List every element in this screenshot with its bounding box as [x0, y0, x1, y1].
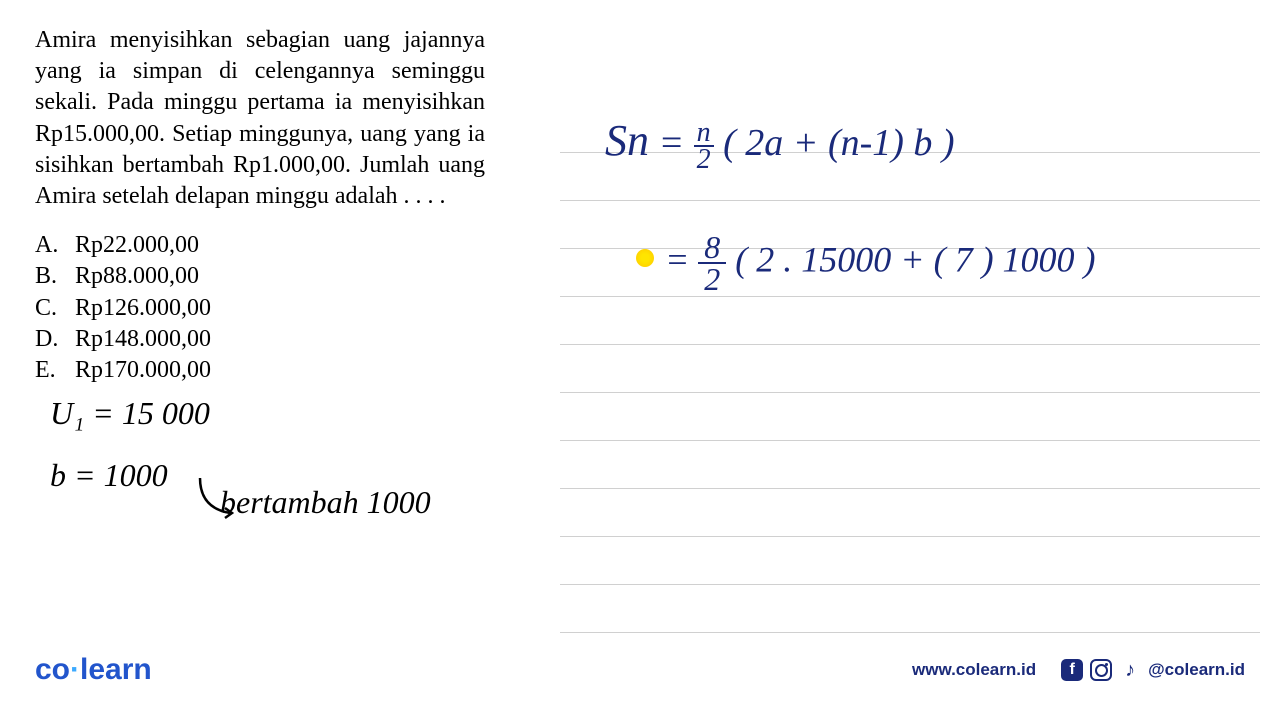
- option-text: Rp88.000,00: [75, 261, 199, 292]
- option-d: D. Rp148.000,00: [35, 324, 485, 355]
- ruled-line: [560, 345, 1260, 393]
- option-b: B. Rp88.000,00: [35, 261, 485, 292]
- fraction-icon: 8 2: [698, 232, 726, 295]
- option-text: Rp126.000,00: [75, 293, 211, 324]
- formula-eq: =: [665, 240, 698, 280]
- option-letter: C.: [35, 293, 75, 324]
- frac-den: 2: [698, 264, 726, 294]
- hw-var: b: [50, 457, 66, 493]
- option-text: Rp148.000,00: [75, 324, 211, 355]
- frac-num: 8: [698, 232, 726, 264]
- handwriting-given: U₁ = 15 000 b = 1000 bertambah 1000: [50, 395, 431, 521]
- hw-val: = 15 000: [84, 395, 210, 431]
- logo-dot: ·: [70, 653, 80, 686]
- option-a: A. Rp22.000,00: [35, 230, 485, 261]
- options-list: A. Rp22.000,00 B. Rp88.000,00 C. Rp126.0…: [35, 230, 485, 386]
- website-link[interactable]: www.colearn.id: [912, 660, 1036, 680]
- hw-var: U₁: [50, 395, 84, 431]
- ruled-line: [560, 537, 1260, 585]
- ruled-line: [560, 585, 1260, 633]
- formula-substitution: = 8 2 ( 2 . 15000 + ( 7 ) 1000 ): [665, 232, 1096, 295]
- fraction-icon: n 2: [694, 120, 714, 172]
- hw-val: = 1000: [66, 457, 168, 493]
- ruled-line: [560, 489, 1260, 537]
- option-letter: B.: [35, 261, 75, 292]
- footer: co·learn www.colearn.id f ♪ @colearn.id: [0, 645, 1280, 695]
- arrow-icon: [190, 473, 250, 528]
- formula-rhs: ( 2 . 15000 + ( 7 ) 1000 ): [735, 240, 1095, 280]
- social-handle: @colearn.id: [1148, 660, 1245, 680]
- formula-rhs: ( 2a + (n-1) b ): [723, 122, 954, 164]
- option-letter: E.: [35, 355, 75, 386]
- ruled-line: [560, 441, 1260, 489]
- frac-num: n: [694, 120, 714, 147]
- ruled-line: [560, 297, 1260, 345]
- logo-co: co: [35, 653, 70, 686]
- instagram-icon[interactable]: [1090, 659, 1112, 681]
- formula-eq: =: [659, 122, 694, 164]
- logo-learn: learn: [80, 653, 152, 686]
- frac-den: 2: [694, 147, 714, 172]
- formula-sn: Sn = n 2 ( 2a + (n-1) b ): [605, 115, 955, 172]
- footer-right: www.colearn.id f ♪ @colearn.id: [912, 659, 1245, 681]
- option-text: Rp22.000,00: [75, 230, 199, 261]
- question-text: Amira menyisihkan sebagian uang jajannya…: [35, 25, 485, 212]
- facebook-icon[interactable]: f: [1061, 659, 1083, 681]
- formula-lhs: Sn: [605, 116, 649, 165]
- question-area: Amira menyisihkan sebagian uang jajannya…: [35, 25, 485, 386]
- option-letter: A.: [35, 230, 75, 261]
- hw-note: bertambah 1000: [220, 484, 431, 521]
- social-links: f ♪ @colearn.id: [1061, 659, 1245, 681]
- option-c: C. Rp126.000,00: [35, 293, 485, 324]
- hw-u1: U₁ = 15 000: [50, 395, 431, 432]
- colearn-logo: co·learn: [35, 653, 152, 687]
- cursor-dot-icon: [636, 249, 654, 267]
- ruled-work-area: [560, 105, 1260, 633]
- ruled-line: [560, 393, 1260, 441]
- option-e: E. Rp170.000,00: [35, 355, 485, 386]
- option-text: Rp170.000,00: [75, 355, 211, 386]
- option-letter: D.: [35, 324, 75, 355]
- tiktok-icon[interactable]: ♪: [1119, 659, 1141, 681]
